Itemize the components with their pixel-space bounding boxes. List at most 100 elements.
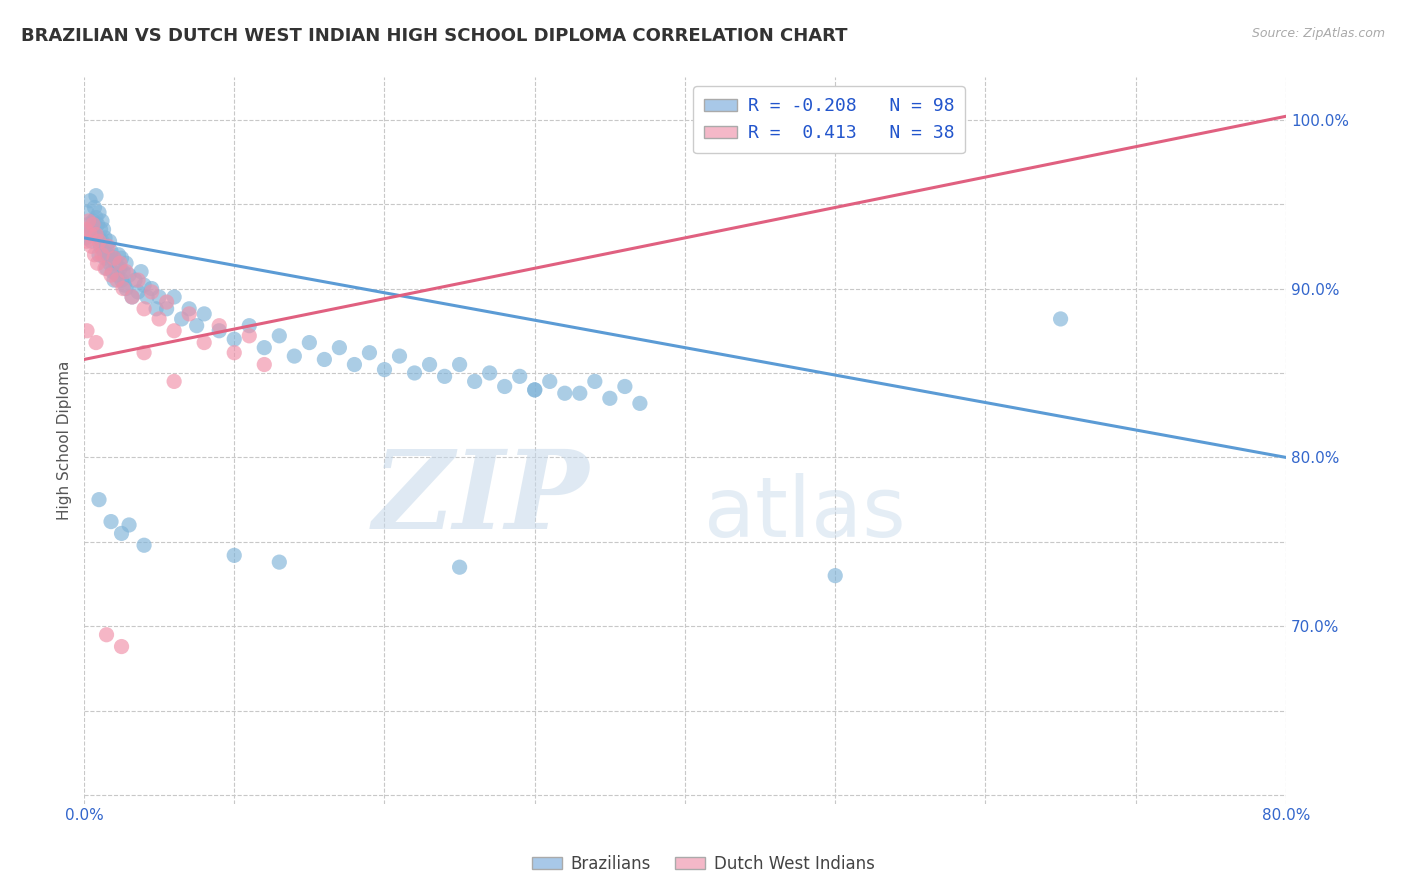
Point: [84, 335, 107, 350]
Point: [76, 205, 98, 219]
Point: [224, 345, 246, 359]
Point: [91, 234, 114, 248]
Point: [112, 281, 135, 295]
Point: [97, 239, 120, 253]
Point: [79, 194, 101, 208]
Point: [129, 265, 152, 279]
Y-axis label: High School Diploma: High School Diploma: [58, 361, 72, 520]
Point: [538, 375, 561, 389]
Point: [148, 290, 170, 304]
Point: [84, 227, 107, 242]
Point: [509, 369, 531, 384]
Point: [91, 214, 114, 228]
Point: [100, 515, 122, 529]
Point: [82, 214, 104, 228]
Point: [193, 307, 215, 321]
Point: [253, 358, 276, 372]
Point: [105, 268, 128, 282]
Point: [163, 324, 186, 338]
Point: [298, 335, 321, 350]
Point: [87, 205, 110, 219]
Point: [156, 295, 179, 310]
Point: [583, 375, 606, 389]
Point: [132, 278, 155, 293]
Point: [108, 256, 131, 270]
Point: [269, 555, 291, 569]
Point: [110, 273, 132, 287]
Point: [599, 392, 621, 406]
Point: [132, 345, 155, 359]
Point: [107, 248, 129, 262]
Point: [96, 261, 118, 276]
Point: [112, 265, 135, 279]
Point: [224, 332, 246, 346]
Point: [83, 248, 105, 262]
Point: [75, 231, 97, 245]
Point: [388, 349, 411, 363]
Point: [121, 290, 143, 304]
Point: [238, 318, 260, 333]
Point: [115, 256, 138, 270]
Point: [84, 188, 107, 202]
Point: [238, 328, 260, 343]
Point: [449, 358, 471, 372]
Point: [523, 383, 546, 397]
Point: [433, 369, 456, 384]
Point: [94, 251, 117, 265]
Point: [84, 211, 107, 225]
Point: [554, 386, 576, 401]
Point: [83, 201, 105, 215]
Point: [108, 261, 131, 276]
Point: [103, 251, 125, 265]
Point: [100, 244, 122, 259]
Point: [103, 251, 125, 265]
Point: [87, 234, 110, 248]
Point: [100, 268, 122, 282]
Point: [494, 379, 516, 393]
Point: [76, 234, 98, 248]
Point: [86, 256, 108, 270]
Point: [87, 231, 110, 245]
Point: [94, 231, 117, 245]
Point: [141, 281, 163, 295]
Point: [224, 549, 246, 563]
Point: [87, 248, 110, 262]
Point: [208, 324, 231, 338]
Point: [314, 352, 336, 367]
Point: [343, 358, 366, 372]
Text: Source: ZipAtlas.com: Source: ZipAtlas.com: [1251, 27, 1385, 40]
Point: [156, 301, 179, 316]
Point: [127, 285, 149, 299]
Point: [97, 248, 120, 262]
Point: [145, 301, 167, 316]
Point: [91, 248, 114, 262]
Point: [132, 538, 155, 552]
Point: [179, 301, 201, 316]
Point: [419, 358, 441, 372]
Point: [93, 222, 115, 236]
Point: [104, 256, 127, 270]
Point: [478, 366, 501, 380]
Point: [121, 290, 143, 304]
Point: [359, 345, 381, 359]
Point: [170, 312, 193, 326]
Point: [79, 227, 101, 242]
Point: [83, 227, 105, 242]
Text: ZIP: ZIP: [373, 445, 589, 552]
Legend: Brazilians, Dutch West Indians: Brazilians, Dutch West Indians: [524, 848, 882, 880]
Point: [523, 383, 546, 397]
Point: [404, 366, 426, 380]
Point: [208, 318, 231, 333]
Legend: R = -0.208   N = 98, R =  0.413   N = 38: R = -0.208 N = 98, R = 0.413 N = 38: [693, 87, 965, 153]
Point: [253, 341, 276, 355]
Point: [148, 312, 170, 326]
Point: [118, 268, 141, 282]
Point: [163, 375, 186, 389]
Point: [283, 349, 305, 363]
Point: [118, 518, 141, 533]
Point: [124, 273, 146, 287]
Point: [163, 290, 186, 304]
Point: [269, 328, 291, 343]
Point: [449, 560, 471, 574]
Point: [193, 335, 215, 350]
